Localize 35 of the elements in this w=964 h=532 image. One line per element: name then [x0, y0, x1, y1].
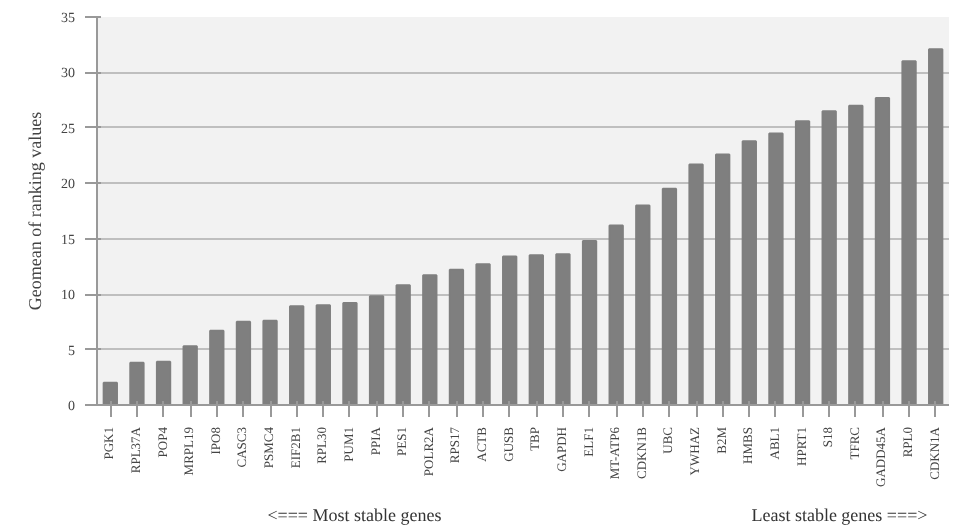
text: Least stable genes ===> [751, 505, 928, 525]
bar [901, 60, 917, 405]
bar [129, 361, 145, 405]
bar [635, 204, 651, 405]
bar [289, 305, 305, 405]
bar [688, 163, 704, 405]
bar [342, 302, 358, 405]
bar [475, 263, 491, 405]
bar [209, 329, 225, 405]
bar [155, 360, 172, 405]
bar [235, 320, 252, 405]
bar [528, 254, 544, 405]
bar [182, 345, 198, 405]
bar [581, 239, 598, 405]
bar [422, 274, 438, 405]
bar [741, 140, 757, 405]
bar [368, 295, 385, 405]
bar [661, 187, 678, 405]
bar [768, 132, 784, 405]
bar [715, 153, 731, 405]
bar [794, 120, 811, 405]
bar [821, 110, 837, 405]
bar [874, 96, 891, 405]
bar [608, 224, 624, 405]
y-axis-title: Geomean of ranking values [25, 110, 45, 311]
bar [395, 284, 411, 405]
bar [502, 255, 518, 405]
bar [102, 381, 118, 405]
text: <=== Most stable genes [267, 505, 443, 525]
bar [928, 48, 944, 405]
bar [448, 268, 465, 405]
bar [555, 253, 571, 405]
bar [262, 319, 278, 405]
bar [315, 304, 331, 405]
bar [848, 104, 864, 405]
